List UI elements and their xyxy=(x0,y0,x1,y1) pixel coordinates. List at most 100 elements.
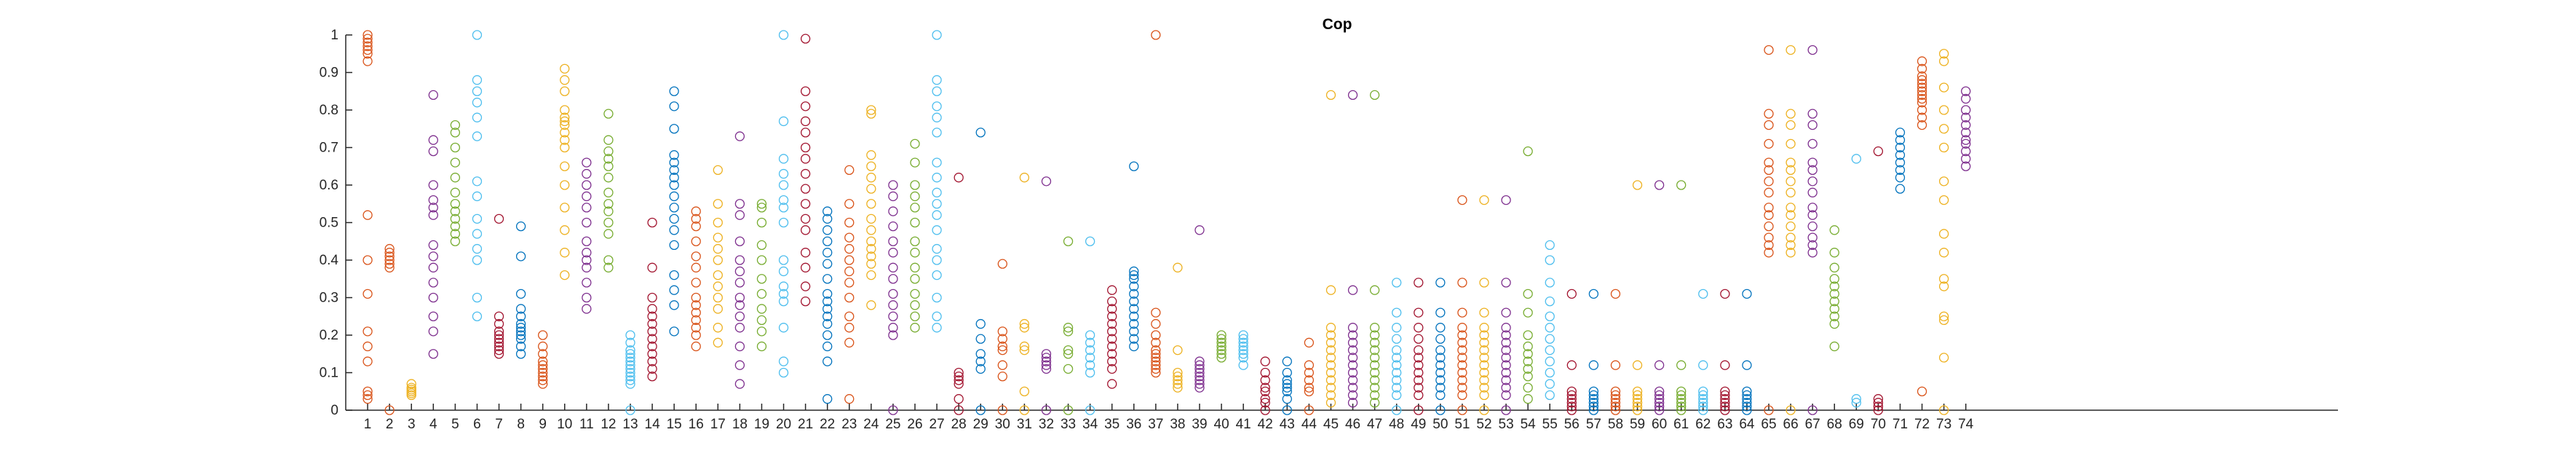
data-point xyxy=(1347,345,1358,356)
y-tick-label: 0.4 xyxy=(320,253,339,268)
data-point xyxy=(734,199,745,209)
data-point xyxy=(1414,390,1424,401)
data-point xyxy=(1501,345,1511,356)
data-point xyxy=(932,128,942,138)
x-tick-label: 9 xyxy=(539,417,547,432)
data-point xyxy=(1129,266,1139,277)
x-tick-label: 28 xyxy=(951,417,967,432)
data-point xyxy=(582,157,592,168)
data-point xyxy=(932,270,942,280)
data-point xyxy=(1742,398,1752,408)
data-point xyxy=(778,281,789,291)
data-point xyxy=(910,138,920,149)
x-tick-label: 70 xyxy=(1871,417,1886,432)
data-point xyxy=(1895,142,1906,153)
data-point xyxy=(975,318,986,329)
data-point xyxy=(1961,105,1971,115)
data-point xyxy=(713,304,723,314)
data-point xyxy=(1764,138,1774,149)
data-point xyxy=(1917,86,1927,96)
data-points xyxy=(362,30,1971,415)
data-point xyxy=(1282,375,1292,385)
data-point xyxy=(1873,398,1884,408)
data-point xyxy=(1786,405,1796,415)
data-point xyxy=(450,157,461,168)
data-point xyxy=(910,323,920,333)
y-tick-label: 0.9 xyxy=(320,66,338,81)
data-point xyxy=(1786,138,1796,149)
data-point xyxy=(515,334,526,344)
data-point xyxy=(1786,248,1796,258)
data-point xyxy=(800,101,811,111)
x-tick-label: 5 xyxy=(451,417,459,432)
data-point xyxy=(954,379,964,389)
data-point xyxy=(1019,318,1030,329)
data-point xyxy=(560,75,570,85)
data-point xyxy=(1742,289,1752,299)
data-point xyxy=(1851,393,1861,404)
data-point xyxy=(1457,367,1467,378)
data-point xyxy=(1807,138,1818,149)
data-point xyxy=(691,251,701,262)
data-point xyxy=(1501,367,1511,378)
data-point xyxy=(603,161,614,171)
data-point xyxy=(1917,75,1927,85)
data-point xyxy=(1369,390,1380,401)
data-point xyxy=(997,259,1007,269)
data-point xyxy=(494,326,504,337)
data-point xyxy=(362,41,373,52)
data-point xyxy=(1807,210,1818,220)
data-point xyxy=(691,300,701,310)
data-point xyxy=(1938,229,1949,239)
data-point xyxy=(1938,176,1949,187)
data-point xyxy=(1786,176,1796,187)
data-point xyxy=(1545,323,1555,333)
data-point xyxy=(1676,405,1687,415)
x-tick-label: 51 xyxy=(1454,417,1470,432)
data-point xyxy=(1107,349,1117,359)
data-point xyxy=(1917,82,1927,93)
data-point xyxy=(1369,337,1380,348)
data-point xyxy=(1807,232,1818,243)
data-point xyxy=(932,86,942,96)
data-point xyxy=(1938,248,1949,258)
data-point xyxy=(756,199,767,209)
data-point xyxy=(1041,360,1052,370)
data-point xyxy=(844,292,855,303)
data-point xyxy=(932,243,942,254)
data-point xyxy=(932,101,942,111)
data-point xyxy=(1698,390,1708,401)
data-point xyxy=(1369,375,1380,385)
data-point xyxy=(472,292,483,303)
data-point xyxy=(494,334,504,344)
data-point xyxy=(1938,311,1949,321)
data-point xyxy=(1325,398,1336,408)
data-point xyxy=(1107,356,1117,366)
data-point xyxy=(362,255,373,265)
data-point xyxy=(866,243,876,254)
x-tick-label: 67 xyxy=(1805,417,1820,432)
data-point xyxy=(1194,382,1205,393)
data-point xyxy=(1654,390,1665,401)
data-point xyxy=(669,150,679,160)
data-point xyxy=(1414,307,1424,318)
data-point xyxy=(647,356,657,366)
data-point xyxy=(910,300,920,310)
data-point xyxy=(866,173,876,183)
data-point xyxy=(1479,337,1489,348)
data-point xyxy=(1764,176,1774,187)
data-point xyxy=(362,30,373,40)
data-point xyxy=(1347,323,1358,333)
data-point xyxy=(515,341,526,352)
data-point xyxy=(1938,405,1949,415)
data-point xyxy=(647,326,657,337)
data-point xyxy=(1523,146,1533,157)
data-point xyxy=(1019,173,1030,183)
data-point xyxy=(1566,390,1577,401)
data-point xyxy=(1851,398,1861,408)
data-point xyxy=(1479,323,1489,333)
data-point xyxy=(800,154,811,164)
data-point xyxy=(538,379,548,389)
data-point xyxy=(647,217,657,228)
data-point xyxy=(800,199,811,209)
